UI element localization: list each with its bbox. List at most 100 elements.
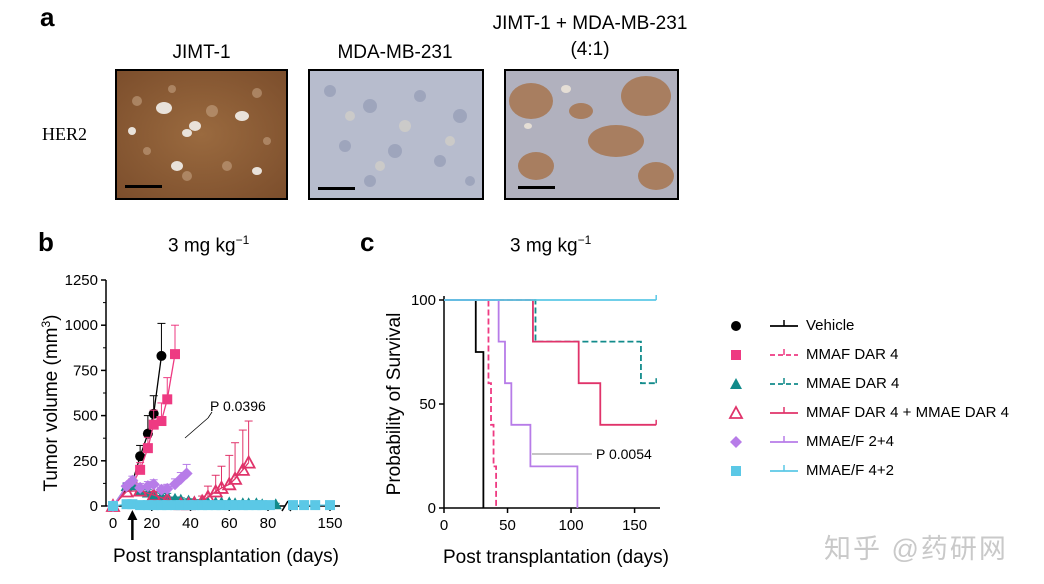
annotation-p-value: P 0.0054 <box>596 446 652 462</box>
data-point <box>288 500 298 511</box>
panel-c-title: 3 mg kg−1 <box>510 233 591 257</box>
x-tick-label: 150 <box>622 517 647 534</box>
y-tick-label: 0 <box>428 500 436 517</box>
chart-b-axes: 0 250 500 750 1000 1250 0 20 40 60 80 150 <box>65 272 343 532</box>
data-point <box>127 499 138 510</box>
survival-curve <box>444 299 497 508</box>
panel-b-title: 3 mg kg−1 <box>168 233 249 257</box>
data-point <box>108 501 118 511</box>
data-point <box>216 500 227 511</box>
data-point <box>208 483 224 498</box>
data-point <box>202 500 213 511</box>
panel-c-title-sup: −1 <box>577 233 592 247</box>
series-4 <box>107 463 193 512</box>
legend-markers <box>728 320 798 476</box>
data-point <box>251 500 262 511</box>
x-axis-label: Post transplantation (days) <box>443 547 669 568</box>
data-point <box>147 478 160 491</box>
data-point <box>257 500 268 511</box>
legend: Vehicle MMAF DAR 4 MMAE DAR 4 MMAF DAR 4… <box>722 313 1042 503</box>
panel-b-title-sup: −1 <box>235 233 250 247</box>
data-point <box>162 500 173 511</box>
legend-label-mmaf-mmae: MMAF DAR 4 + MMAE DAR 4 <box>806 404 1009 421</box>
legend-label-vehicle: Vehicle <box>806 317 855 334</box>
y-tick-label: 500 <box>73 408 98 425</box>
panel-c-letter: c <box>360 227 375 257</box>
survival-chart: 0 50 100 0 50 100 150 Post transplantation (day… <box>384 292 669 568</box>
data-point <box>243 500 254 511</box>
watermark: 知乎 @药研网 <box>824 534 1008 564</box>
y-tick-label: 100 <box>411 292 436 309</box>
data-point <box>142 443 153 454</box>
panel-a-letter: a <box>40 2 55 32</box>
data-point <box>170 500 180 511</box>
row-label-her2: HER2 <box>42 124 87 144</box>
y-axis-label: Tumor volume (mm3) <box>39 315 62 492</box>
y-axis-label-text: Tumor volume (mm <box>41 328 62 492</box>
x-tick-label: 150 <box>317 515 342 532</box>
data-point <box>134 481 147 494</box>
series-3 <box>105 420 257 512</box>
data-point <box>197 500 208 511</box>
x-tick-label: 100 <box>559 517 584 534</box>
data-point <box>224 500 235 511</box>
survival-series-0 <box>444 299 485 508</box>
legend-marker <box>731 321 741 331</box>
legend-marker <box>730 378 742 389</box>
data-point <box>180 467 193 480</box>
annotation-p-value: P 0.0396 <box>210 398 266 414</box>
y-tick-label: 0 <box>90 498 98 515</box>
survival-series-4 <box>444 299 579 508</box>
tumor-volume-chart: 0 250 500 750 1000 1250 0 20 40 60 80 150 Post trans… <box>39 272 343 567</box>
data-point <box>148 419 159 430</box>
y-tick-label: 1000 <box>65 317 98 334</box>
y-tick-label: 1250 <box>65 272 98 289</box>
y-axis-label: Probability of Survival <box>384 313 405 496</box>
data-point <box>241 454 257 469</box>
legend-marker <box>728 405 744 419</box>
y-tick-label: 250 <box>73 453 98 470</box>
column-label-mix-ratio: (4:1) <box>570 39 610 60</box>
annotation-line <box>184 417 209 439</box>
x-axis-label: Post transplantation (days) <box>113 546 339 567</box>
data-point <box>237 500 248 511</box>
data-point <box>161 482 174 495</box>
data-point <box>310 500 321 511</box>
data-point <box>183 500 194 511</box>
legend-marker <box>730 436 742 448</box>
panel-b-letter: b <box>38 227 54 257</box>
data-point <box>121 499 132 510</box>
column-label-jimt1: JIMT-1 <box>172 42 231 63</box>
panel-b-title-text: 3 mg kg <box>168 235 236 257</box>
micrograph-mdamb231 <box>308 69 484 200</box>
survival-curve <box>444 299 579 508</box>
data-point <box>264 500 275 511</box>
survival-series-3 <box>444 299 657 426</box>
y-tick-label: 50 <box>419 396 436 413</box>
legend-label-mmaef-24: MMAE/F 2+4 <box>806 433 894 450</box>
data-point <box>230 500 241 511</box>
x-tick-label: 40 <box>182 515 199 532</box>
data-point <box>175 500 186 511</box>
y-tick-label: 750 <box>73 362 98 379</box>
legend-label-mmae-dar4: MMAE DAR 4 <box>806 375 900 392</box>
micrograph-jimt1 <box>115 69 288 200</box>
column-label-mdamb231: MDA-MB-231 <box>337 42 453 63</box>
legend-label-mmaef-42: MMAE/F 4+2 <box>806 462 894 479</box>
y-axis-label-sup: 3 <box>39 321 53 328</box>
data-point <box>135 500 146 511</box>
data-point <box>135 451 146 462</box>
annotation-line <box>207 411 213 419</box>
data-point <box>156 350 167 361</box>
data-point <box>170 349 180 360</box>
x-axis-break-mark <box>281 500 289 512</box>
data-point <box>156 500 167 511</box>
legend-label-mmaf-dar4: MMAF DAR 4 <box>806 346 899 363</box>
x-tick-label: 20 <box>143 515 160 532</box>
x-tick-label: 80 <box>260 515 277 532</box>
data-point <box>299 500 310 511</box>
survival-series-5 <box>444 295 657 301</box>
x-tick-label: 0 <box>440 517 448 534</box>
x-tick-label: 50 <box>499 517 516 534</box>
data-point <box>162 394 173 405</box>
